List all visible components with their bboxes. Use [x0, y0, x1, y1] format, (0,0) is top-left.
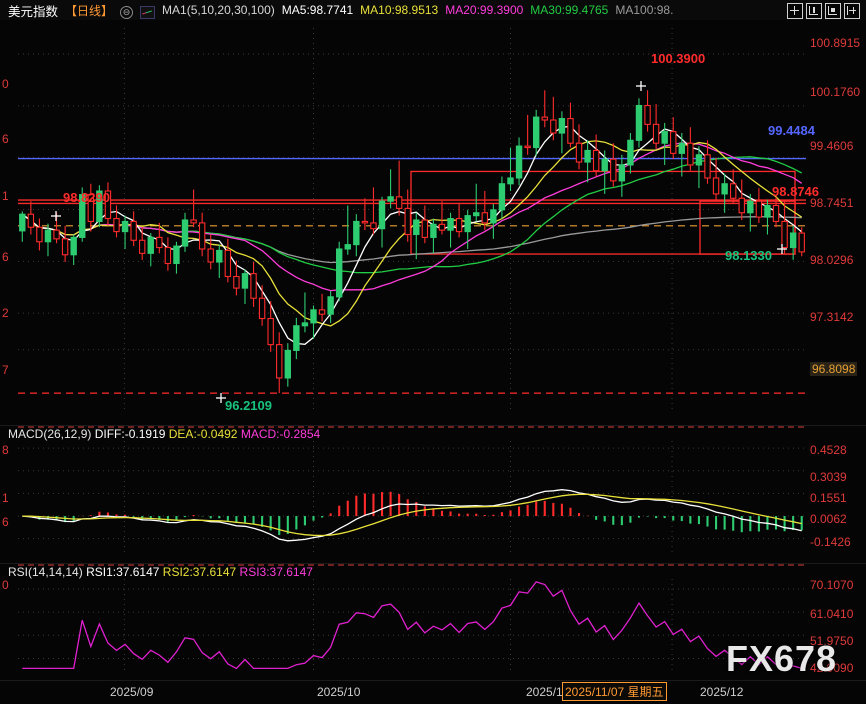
annotation-99-4484: 99.4484 — [768, 123, 815, 138]
annotation-98-1330: 98.1330 — [725, 248, 772, 263]
left-scale-tool-icon[interactable] — [806, 3, 822, 19]
ma-settings-label[interactable]: MA1(5,10,20,30,100) — [162, 3, 275, 17]
annotation-96-2109: 96.2109 — [225, 398, 272, 413]
ma5-value: MA5:98.7741 — [281, 3, 354, 17]
rsi1-value: RSI1:37.6147 — [86, 565, 160, 579]
macd-dea-value: DEA:-0.0492 — [168, 427, 238, 441]
macd-macd-value: MACD:-0.2854 — [240, 427, 321, 441]
annotation-98-8290: 98.8290 — [63, 190, 110, 205]
macd-name[interactable]: MACD(26,12,9) — [8, 427, 92, 441]
macd-plot[interactable] — [0, 425, 866, 563]
rsi-name[interactable]: RSI(14,14,14) — [8, 565, 83, 579]
watermark: FX678 — [726, 638, 838, 679]
rsi-plot[interactable] — [0, 563, 866, 680]
price-axis-label: 97.3142 — [810, 310, 854, 324]
time-axis-tick: 2025/10 — [317, 685, 361, 699]
price-panel[interactable]: 100.8915 100.1760 99.4606 98.7451 98.029… — [0, 20, 866, 425]
time-axis-tick: 2025/1 — [526, 685, 563, 699]
macd-axis-label: -0.1426 — [810, 535, 851, 549]
macd-axis-label-left: 6 — [2, 515, 9, 529]
price-axis-label-left: 0 — [2, 77, 9, 91]
price-axis-label-left: 6 — [2, 250, 9, 264]
crosshair-tool-icon[interactable] — [787, 3, 803, 19]
mini-chart-icon[interactable] — [140, 5, 156, 19]
macd-panel[interactable]: MACD(26,12,9) DIFF:-0.1919 DEA:-0.0492 M… — [0, 425, 866, 563]
crosshair-circle-icon[interactable]: ⊖ — [120, 5, 134, 19]
macd-axis-label: 0.0062 — [810, 512, 847, 526]
fit-scale-tool-icon[interactable] — [825, 3, 841, 19]
macd-axis-label: 0.1551 — [810, 491, 847, 505]
price-axis-label-highlight: 96.8098 — [810, 362, 858, 376]
ma30-value: MA30:99.4765 — [530, 3, 609, 17]
rsi-axis-label: 70.1070 — [810, 578, 854, 592]
macd-axis-label: 0.4528 — [810, 443, 847, 457]
period-label[interactable]: 【日线】 — [65, 3, 114, 18]
rsi-axis-label: 61.0410 — [810, 607, 854, 621]
time-axis[interactable]: 2025/09 2025/10 2025/1 2025/12 2025/11/0… — [0, 680, 866, 704]
ma100-value: MA100:98. — [615, 3, 674, 17]
time-axis-tick: 2025/09 — [110, 685, 154, 699]
price-axis-label-left: 2 — [2, 306, 9, 320]
rsi-axis-label-left: 0 — [2, 578, 9, 592]
rsi-panel[interactable]: RSI(14,14,14) RSI1:37.6147 RSI2:37.6147 … — [0, 563, 866, 680]
rsi-axis-label: 42.9090 — [810, 661, 854, 675]
ma10-value: MA10:98.9513 — [360, 3, 439, 17]
macd-diff-value: DIFF:-0.1919 — [94, 427, 166, 441]
chart-header: 美元指数 【日线】 ⊖ MA1(5,10,20,30,100) MA5:98.7… — [0, 0, 866, 20]
macd-axis-label-left: 8 — [2, 443, 9, 457]
macd-title-row: MACD(26,12,9) DIFF:-0.1919 DEA:-0.0492 M… — [8, 427, 320, 441]
price-axis-label: 100.8915 — [810, 36, 861, 50]
time-axis-tick: 2025/12 — [700, 685, 744, 699]
annotation-98-8746: 98.8746 — [772, 184, 819, 199]
price-axis-label: 99.4606 — [810, 139, 854, 153]
crosshair-date-tooltip: 2025/11/07 星期五 — [562, 682, 667, 701]
price-axis-label-left: 6 — [2, 132, 9, 146]
ma20-value: MA20:99.3900 — [445, 3, 524, 17]
rsi3-value: RSI3:37.6147 — [239, 565, 313, 579]
price-axis-label: 100.1760 — [810, 85, 861, 99]
price-plot[interactable] — [0, 20, 866, 425]
header-toolbar — [787, 3, 860, 19]
price-axis-label-left: 7 — [2, 363, 9, 377]
macd-axis-label-left: 1 — [2, 491, 9, 505]
rsi2-value: RSI2:37.6147 — [162, 565, 237, 579]
rsi-axis-label: 51.9750 — [810, 634, 854, 648]
rsi-title-row: RSI(14,14,14) RSI1:37.6147 RSI2:37.6147 … — [8, 565, 313, 579]
macd-axis-label: 0.3039 — [810, 470, 847, 484]
annotation-100-3900: 100.3900 — [651, 51, 706, 66]
price-axis-label: 98.7451 — [810, 196, 854, 210]
shift-right-tool-icon[interactable] — [844, 3, 860, 19]
price-axis-label: 98.0296 — [810, 253, 854, 267]
price-axis-label-left: 1 — [2, 189, 9, 203]
symbol-title[interactable]: 美元指数 — [8, 4, 59, 19]
